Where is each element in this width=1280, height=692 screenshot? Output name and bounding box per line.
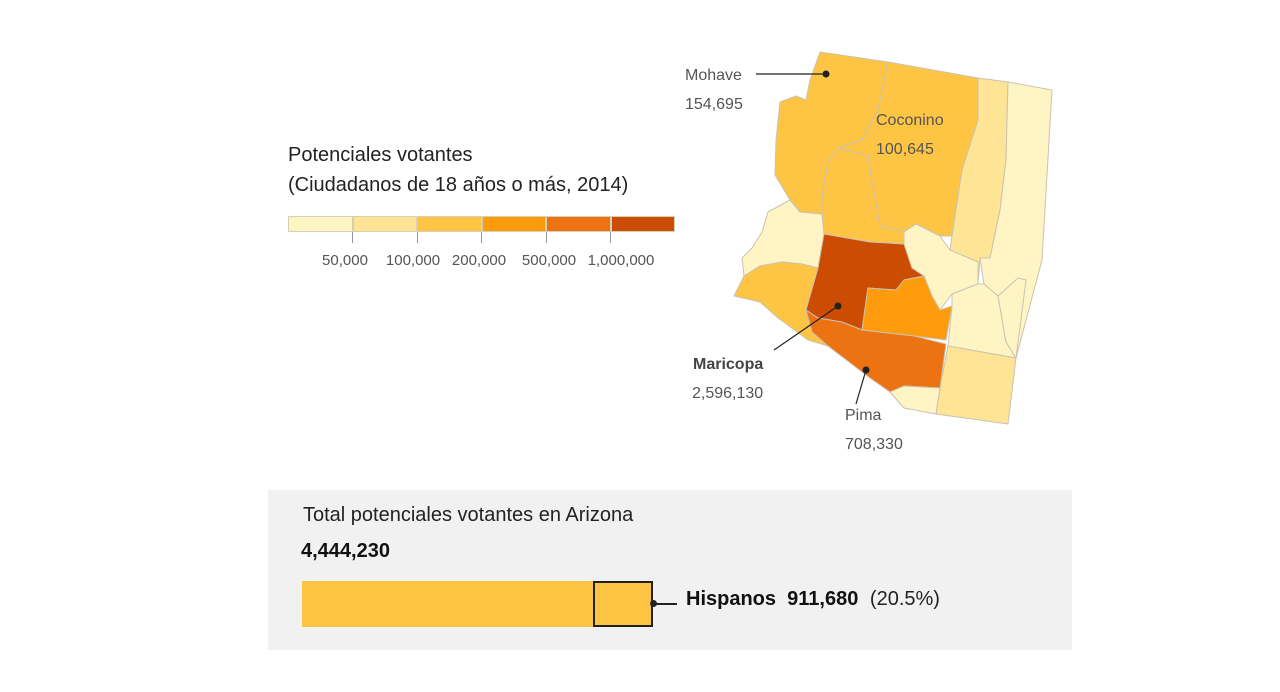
hispanos-marker-dot <box>650 600 657 607</box>
legend-swatch-4 <box>481 216 546 232</box>
legend-title-block: Potenciales votantes (Ciudadanos de 18 a… <box>288 140 628 200</box>
maricopa-leader-line <box>773 305 839 351</box>
legend-labels: 50,000 100,000 200,000 500,000 1,000,000 <box>0 252 1280 274</box>
legend-label-1000000: 1,000,000 <box>587 252 655 269</box>
maricopa-marker-dot <box>834 302 842 310</box>
coconino-name-label: Coconino <box>876 112 944 129</box>
legend-swatch-5 <box>546 216 611 232</box>
legend-subtitle: (Ciudadanos de 18 años o más, 2014) <box>288 174 629 196</box>
maricopa-name-label: Maricopa <box>693 356 763 373</box>
legend-tick <box>417 232 418 243</box>
pima-marker-dot <box>862 366 870 374</box>
coconino-value-label: 100,645 <box>876 141 934 158</box>
legend-swatch-1 <box>288 216 353 232</box>
hispanos-leader-line <box>653 603 677 605</box>
hispanos-label: Hispanos 911,680 (20.5%) <box>686 588 940 611</box>
legend-label-500000: 500,000 <box>521 252 577 269</box>
hispanos-value: 911,680 <box>787 588 859 610</box>
mohave-name-label: Mohave <box>685 67 742 84</box>
pima-value-label: 708,330 <box>845 436 903 453</box>
legend-swatch-6 <box>610 216 675 232</box>
legend-swatch-3 <box>417 216 482 232</box>
legend-swatch-2 <box>352 216 417 232</box>
mohave-value-label: 154,695 <box>685 96 743 113</box>
legend-label-50000: 50,000 <box>322 252 368 269</box>
legend-title: Potenciales votantes <box>288 144 473 166</box>
summary-panel: Total potenciales votantes en Arizona 4,… <box>268 490 1072 650</box>
legend-color-scale <box>288 216 675 232</box>
hispanos-percent: (20.5%) <box>869 588 940 610</box>
pima-name-label: Pima <box>845 407 882 424</box>
hispanos-share-box <box>593 581 653 627</box>
county-santa-cruz[interactable] <box>889 385 941 415</box>
pima-leader-line <box>855 369 867 405</box>
hispanos-name: Hispanos <box>686 588 777 610</box>
legend-ticks <box>288 232 675 244</box>
summary-title: Total potenciales votantes en Arizona <box>303 504 634 526</box>
maricopa-value-label: 2,596,130 <box>692 385 763 402</box>
county-cochise[interactable] <box>935 345 1017 425</box>
legend-label-200000: 200,000 <box>451 252 507 269</box>
legend-tick <box>610 232 611 243</box>
legend-tick <box>481 232 482 243</box>
legend-label-100000: 100,000 <box>385 252 441 269</box>
summary-total: 4,444,230 <box>301 540 390 562</box>
legend-tick <box>546 232 547 243</box>
mohave-marker-dot <box>822 70 830 78</box>
legend-tick <box>352 232 353 243</box>
county-greenlee[interactable] <box>997 277 1027 359</box>
